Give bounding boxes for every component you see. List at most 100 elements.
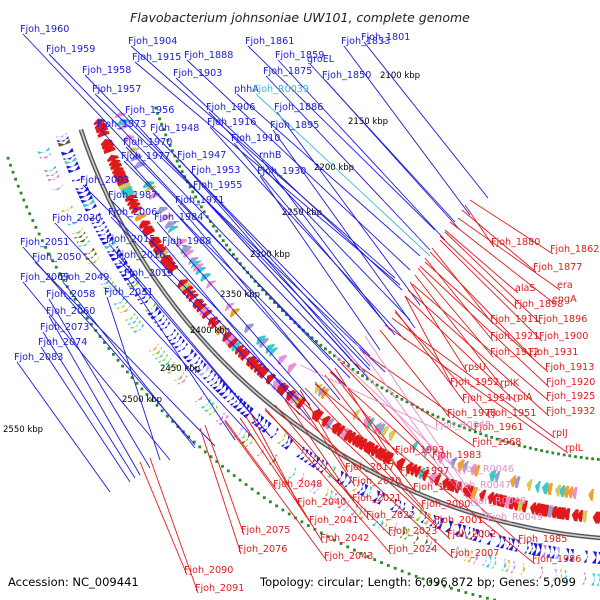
gc-skew-dot [346, 364, 350, 368]
gc-skew-dot [130, 376, 134, 379]
leader-line [277, 59, 446, 241]
gc-skew-dot [373, 558, 377, 561]
forward-gene-arrow [56, 136, 69, 143]
gc-skew-dot [386, 564, 390, 567]
gc-skew-dot [212, 224, 215, 228]
gc-skew-dot [339, 542, 343, 545]
feature-block [520, 563, 526, 576]
forward-gene-label: Fjoh_1915 [132, 52, 181, 63]
reverse-gene-label: Fjoh_1898 [514, 299, 563, 310]
reverse-gene-label: Fjoh_1877 [533, 262, 582, 273]
gc-skew-dot [62, 278, 65, 282]
feature-block [175, 238, 188, 248]
gc-skew-dot [464, 591, 468, 594]
feature-block [218, 414, 229, 426]
forward-gene-label: Fjoh_1955 [193, 180, 242, 191]
feature-block [562, 485, 570, 498]
gc-skew-dot [9, 163, 12, 167]
reverse-gene-arrow [428, 472, 438, 485]
forward-gene-label: Fjoh_1888 [184, 50, 233, 61]
leader-line [106, 296, 161, 461]
forward-gene-arrow [423, 512, 432, 525]
leader-line [407, 289, 550, 417]
leader-line [48, 53, 351, 366]
forward-gene-arrow [120, 268, 133, 278]
gc-skew-dot [16, 184, 20, 188]
leader-line [299, 364, 439, 431]
forward-gene-label: Fjoh_1970 [123, 137, 172, 148]
feature-block [559, 485, 566, 498]
leader-line [363, 41, 489, 199]
gc-skew-dot [44, 246, 48, 249]
leader-line [84, 74, 371, 371]
forward-gene-arrow [67, 165, 81, 174]
forward-gene-arrow [454, 523, 462, 536]
leader-line [244, 414, 324, 544]
gc-skew-dot [285, 313, 288, 317]
gc-skew-dot [428, 580, 432, 583]
gc-skew-dot [568, 454, 572, 458]
gc-skew-dot [353, 548, 356, 552]
gc-skew-dot [65, 285, 69, 288]
reverse-gene-label: Fjoh_1999 [413, 482, 462, 493]
reverse-gene-arrow [192, 298, 205, 310]
gc-skew-dot [194, 195, 197, 199]
forward-gene-arrow [55, 132, 68, 138]
forward-gene-label: Fjoh_1850 [322, 70, 371, 81]
feature-block [314, 383, 323, 395]
gc-skew-dot [490, 436, 494, 439]
forward-gene-arrow [445, 520, 453, 533]
kbp-tick-label: 2150 kbp [348, 117, 388, 127]
forward-gene-label: Fjoh_2050 [32, 252, 81, 263]
reverse-gene-arrow [405, 462, 414, 475]
reverse-gene-arrow [108, 159, 121, 167]
feature-block [78, 239, 91, 248]
reverse-gene-arrow [352, 434, 361, 446]
feature-block [541, 482, 549, 495]
forward-gene-label: Fjoh_2003 [80, 175, 129, 186]
gc-skew-dot [585, 456, 589, 460]
forward-gene-arrow [359, 483, 369, 497]
leader-line [42, 331, 136, 479]
leader-line [469, 199, 554, 255]
leader-line [195, 189, 369, 379]
forward-gene-label: Fjoh_1971 [175, 195, 224, 206]
forward-gene-arrow [171, 335, 182, 346]
leader-line [40, 346, 131, 483]
forward-gene-arrow [140, 296, 151, 305]
feature-block [102, 280, 115, 290]
feature-block [555, 484, 562, 497]
feature-block [312, 482, 321, 495]
gc-skew-dot [501, 439, 504, 443]
feature-block [504, 559, 511, 573]
gc-skew-dot [495, 437, 499, 441]
feature-block [85, 251, 97, 261]
forward-gene-label: Fjoh_2049 [60, 272, 109, 283]
gc-skew-dot [166, 138, 170, 142]
gc-skew-dot [116, 358, 120, 362]
reverse-gene-label: rpsU [464, 362, 486, 373]
gc-skew-dot [226, 469, 230, 473]
gc-skew-dot [135, 381, 139, 385]
reverse-gene-arrow [188, 293, 199, 303]
leader-line [164, 245, 311, 421]
forward-gene-arrow [215, 381, 227, 393]
reverse-gene-arrow [375, 447, 383, 459]
feature-block [233, 427, 244, 438]
forward-gene-arrow [126, 276, 138, 286]
reverse-gene-arrow [141, 225, 153, 234]
gc-skew-dot [239, 262, 242, 265]
feature-block [296, 473, 305, 485]
rna-label: Fjoh_R0049 [487, 512, 543, 523]
gc-skew-dot [221, 464, 224, 468]
forward-gene-arrow [156, 318, 168, 328]
reverse-gene-arrow [414, 465, 422, 478]
feature-block [204, 401, 215, 413]
gc-skew-dot [257, 284, 261, 287]
gc-skew-dot [435, 582, 439, 586]
feature-block [174, 372, 185, 382]
feature-block [412, 440, 419, 453]
forward-gene-arrow [394, 500, 402, 513]
feature-block [353, 409, 361, 421]
gc-skew-dot [319, 343, 323, 347]
